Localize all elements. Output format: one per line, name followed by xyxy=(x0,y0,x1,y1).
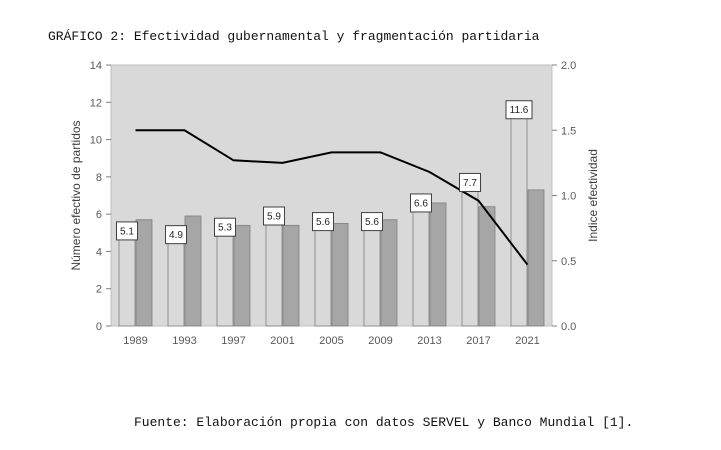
y2-tick-label: 0.5 xyxy=(561,256,576,268)
bar-nep-diputados xyxy=(265,215,283,327)
x-tick-label: 1997 xyxy=(221,335,245,347)
data-label-diputados-box xyxy=(165,225,187,245)
y-tick-label: 14 xyxy=(90,60,102,72)
bar-nep-senado xyxy=(527,189,545,327)
y-tick-label: 12 xyxy=(90,97,102,109)
data-label-diputados: 5.3 xyxy=(218,223,232,234)
y-tick-label: 2 xyxy=(96,284,102,296)
bar-nep-diputados xyxy=(461,182,479,327)
bar-nep-senado xyxy=(282,224,300,327)
y2-tick-label: 1.5 xyxy=(561,125,576,137)
data-label-diputados-box xyxy=(116,221,138,241)
bar-nep-diputados xyxy=(510,109,528,327)
data-label-diputados-box xyxy=(459,172,481,192)
data-label-diputados: 5.9 xyxy=(267,212,281,223)
x-tick-label: 2009 xyxy=(368,335,392,347)
data-label-diputados: 5.1 xyxy=(120,226,134,237)
y-tick-label: 8 xyxy=(96,172,102,184)
data-label-diputados-box xyxy=(361,212,383,232)
y2-axis-title: Indice efectividad xyxy=(586,149,600,242)
x-tick-label: 1989 xyxy=(123,335,147,347)
data-label-diputados-box xyxy=(214,217,236,237)
x-tick-label: 2021 xyxy=(515,335,539,347)
bar-nep-diputados xyxy=(314,221,332,327)
source-note: Fuente: Elaboración propia con datos SER… xyxy=(134,415,634,430)
bar-nep-senado xyxy=(233,224,251,327)
x-tick-label: 2001 xyxy=(270,335,294,347)
bar-nep-diputados xyxy=(363,221,381,327)
y-tick-label: 10 xyxy=(90,135,102,147)
bar-nep-senado xyxy=(478,206,496,327)
plot-area xyxy=(110,64,553,327)
data-label-diputados-box xyxy=(263,206,285,226)
data-label-diputados: 5.6 xyxy=(365,217,379,228)
y2-tick-label: 2.0 xyxy=(561,60,576,72)
data-label-diputados-box xyxy=(312,212,334,232)
data-label-diputados: 5.6 xyxy=(316,217,330,228)
x-tick-label: 2013 xyxy=(417,335,441,347)
y2-tick-label: 1.0 xyxy=(561,191,576,203)
bar-nep-senado xyxy=(135,219,153,327)
data-label-diputados-box xyxy=(505,100,533,120)
data-label-diputados: 7.7 xyxy=(463,178,477,189)
data-label-diputados: 4.9 xyxy=(169,230,183,241)
bar-nep-senado xyxy=(184,215,202,327)
y-tick-label: 6 xyxy=(96,209,102,221)
bar-nep-diputados xyxy=(167,234,185,327)
y-tick-label: 0 xyxy=(96,321,102,333)
bar-nep-diputados xyxy=(118,230,136,327)
bar-nep-senado xyxy=(380,219,398,327)
x-tick-label: 2017 xyxy=(466,335,490,347)
figure-title: GRÁFICO 2: Efectividad gubernamental y f… xyxy=(48,29,540,44)
y-tick-label: 4 xyxy=(96,246,102,258)
y-axis-title: Número efectivo de partidos xyxy=(69,120,83,270)
bar-nep-diputados xyxy=(216,226,234,327)
data-label-diputados-box xyxy=(410,193,432,213)
data-label-diputados: 11.6 xyxy=(510,105,529,116)
bar-nep-senado xyxy=(429,202,447,327)
x-tick-label: 2005 xyxy=(319,335,343,347)
y2-tick-label: 0.0 xyxy=(561,321,576,333)
data-label-diputados: 6.6 xyxy=(414,198,428,209)
bar-nep-senado xyxy=(331,223,349,327)
bar-nep-diputados xyxy=(412,202,430,327)
x-tick-label: 1993 xyxy=(172,335,196,347)
